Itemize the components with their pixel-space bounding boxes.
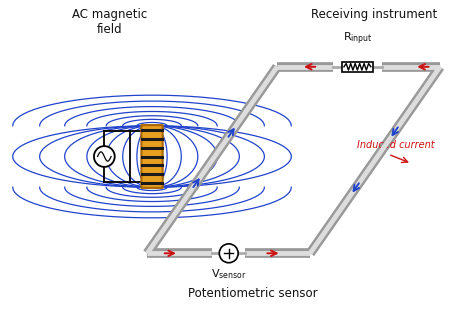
Text: Induced current: Induced current: [357, 140, 435, 150]
Text: $\mathregular{V}_{\mathregular{sensor}}$: $\mathregular{V}_{\mathregular{sensor}}$: [211, 267, 246, 281]
Circle shape: [94, 146, 115, 167]
Text: $\mathregular{R}_{\mathregular{input}}$: $\mathregular{R}_{\mathregular{input}}$: [343, 31, 372, 47]
Circle shape: [219, 244, 238, 263]
FancyBboxPatch shape: [141, 125, 163, 188]
Text: AC magnetic
field: AC magnetic field: [72, 8, 147, 36]
Text: Receiving instrument: Receiving instrument: [311, 8, 437, 21]
Text: Potentiometric sensor: Potentiometric sensor: [188, 287, 317, 300]
Bar: [342, 62, 373, 71]
